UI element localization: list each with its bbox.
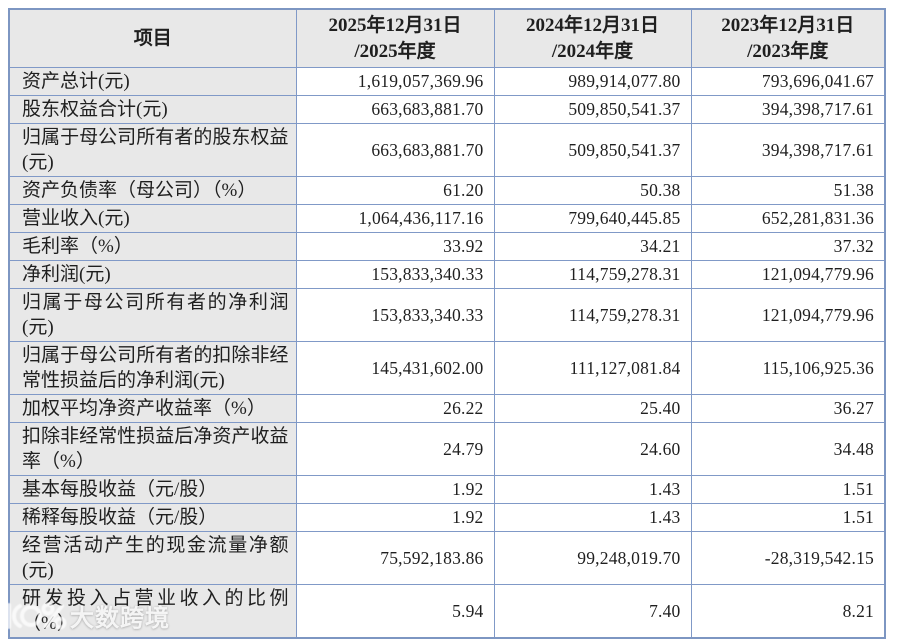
value-2025: 1.92 — [295, 503, 495, 532]
table-row: 研发投入占营业收入的比例（%） 5.94 7.40 8.21 — [8, 584, 886, 639]
table-row: 稀释每股收益（元/股） 1.92 1.43 1.51 — [8, 503, 886, 532]
header-cell-2023: 2023年12月31日 /2023年度 — [690, 8, 886, 68]
value-2025: 145,431,602.00 — [295, 341, 495, 395]
header-row: 项目 2025年12月31日 /2025年度 2024年12月31日 /2024… — [8, 8, 886, 68]
row-label: 研发投入占营业收入的比例（%） — [8, 584, 297, 639]
table-row: 扣除非经常性损益后净资产收益率（%） 24.79 24.60 34.48 — [8, 422, 886, 476]
header-2023-date: 2023年12月31日 — [721, 14, 855, 36]
value-2024: 34.21 — [493, 232, 692, 261]
value-2023: 652,281,831.36 — [690, 204, 886, 233]
value-2024: 99,248,019.70 — [493, 531, 692, 585]
row-label: 营业收入(元) — [8, 204, 297, 233]
value-2023: 34.48 — [690, 422, 886, 476]
value-2023: 121,094,779.96 — [690, 260, 886, 289]
row-label: 稀释每股收益（元/股） — [8, 503, 297, 532]
value-2025: 26.22 — [295, 394, 495, 423]
value-2023: 115,106,925.36 — [690, 341, 886, 395]
header-cell-2025: 2025年12月31日 /2025年度 — [295, 8, 495, 68]
table-body: 资产总计(元) 1,619,057,369.96 989,914,077.80 793… — [8, 67, 886, 639]
header-item-label: 项目 — [133, 27, 172, 49]
table-row: 资产负债率（母公司）（%） 61.20 50.38 51.38 — [8, 176, 886, 205]
value-2024: 799,640,445.85 — [493, 204, 692, 233]
value-2023: 1.51 — [690, 475, 886, 504]
value-2025: 1,064,436,117.16 — [295, 204, 495, 233]
header-2025-period: /2025年度 — [354, 40, 436, 62]
row-label: 扣除非经常性损益后净资产收益率（%） — [8, 422, 297, 476]
value-2024: 1.43 — [493, 503, 692, 532]
value-2023: 36.27 — [690, 394, 886, 423]
financial-indicators-table: 项目 2025年12月31日 /2025年度 2024年12月31日 /2024… — [8, 8, 886, 639]
header-cell-2024: 2024年12月31日 /2024年度 — [493, 8, 692, 68]
value-2025: 24.79 — [295, 422, 495, 476]
value-2025: 5.94 — [295, 584, 495, 639]
value-2024: 24.60 — [493, 422, 692, 476]
row-label: 加权平均净资产收益率（%） — [8, 394, 297, 423]
table-row: 资产总计(元) 1,619,057,369.96 989,914,077.80 793… — [8, 67, 886, 96]
value-2023: 1.51 — [690, 503, 886, 532]
table-row: 归属于母公司所有者的股东权益(元) 663,683,881.70 509,850,5… — [8, 123, 886, 177]
row-label: 基本每股收益（元/股） — [8, 475, 297, 504]
header-cell-item: 项目 — [8, 8, 297, 68]
value-2025: 33.92 — [295, 232, 495, 261]
table-row: 毛利率（%） 33.92 34.21 37.32 — [8, 232, 886, 261]
table-row: 归属于母公司所有者的扣除非经常性损益后的净利润(元) 145,431,602.00… — [8, 341, 886, 395]
value-2023: 394,398,717.61 — [690, 95, 886, 124]
value-2024: 509,850,541.37 — [493, 123, 692, 177]
value-2023: 394,398,717.61 — [690, 123, 886, 177]
value-2024: 509,850,541.37 — [493, 95, 692, 124]
value-2025: 75,592,183.86 — [295, 531, 495, 585]
row-label: 净利润(元) — [8, 260, 297, 289]
row-label: 股东权益合计(元) — [8, 95, 297, 124]
value-2023: 121,094,779.96 — [690, 288, 886, 342]
value-2025: 61.20 — [295, 176, 495, 205]
value-2023: 8.21 — [690, 584, 886, 639]
value-2024: 111,127,081.84 — [493, 341, 692, 395]
row-label: 资产总计(元) — [8, 67, 297, 96]
value-2025: 1.92 — [295, 475, 495, 504]
value-2024: 7.40 — [493, 584, 692, 639]
value-2024: 114,759,278.31 — [493, 288, 692, 342]
table-row: 股东权益合计(元) 663,683,881.70 509,850,541.37 394… — [8, 95, 886, 124]
value-2023: 793,696,041.67 — [690, 67, 886, 96]
table-row: 净利润(元) 153,833,340.33 114,759,278.31 121,09… — [8, 260, 886, 289]
value-2025: 153,833,340.33 — [295, 260, 495, 289]
row-label: 经营活动产生的现金流量净额(元) — [8, 531, 297, 585]
header-2023-period: /2023年度 — [747, 40, 829, 62]
header-2024-date: 2024年12月31日 — [525, 14, 659, 36]
value-2024: 989,914,077.80 — [493, 67, 692, 96]
table-row: 加权平均净资产收益率（%） 26.22 25.40 36.27 — [8, 394, 886, 423]
value-2023: 51.38 — [690, 176, 886, 205]
value-2024: 114,759,278.31 — [493, 260, 692, 289]
row-label: 归属于母公司所有者的净利润(元) — [8, 288, 297, 342]
header-2024-period: /2024年度 — [551, 40, 634, 62]
value-2025: 663,683,881.70 — [295, 123, 495, 177]
value-2025: 1,619,057,369.96 — [295, 67, 495, 96]
row-label: 归属于母公司所有者的股东权益(元) — [8, 123, 297, 177]
value-2023: -28,319,542.15 — [690, 531, 886, 585]
table-row: 经营活动产生的现金流量净额(元) 75,592,183.86 99,248,019.… — [8, 531, 886, 585]
header-2025-date: 2025年12月31日 — [328, 14, 462, 36]
value-2025: 153,833,340.33 — [295, 288, 495, 342]
value-2024: 1.43 — [493, 475, 692, 504]
value-2024: 50.38 — [493, 176, 692, 205]
value-2024: 25.40 — [493, 394, 692, 423]
table-header: 项目 2025年12月31日 /2025年度 2024年12月31日 /2024… — [8, 8, 886, 68]
value-2025: 663,683,881.70 — [295, 95, 495, 124]
row-label: 归属于母公司所有者的扣除非经常性损益后的净利润(元) — [8, 341, 297, 395]
value-2023: 37.32 — [690, 232, 886, 261]
table-row: 基本每股收益（元/股） 1.92 1.43 1.51 — [8, 475, 886, 504]
row-label: 毛利率（%） — [8, 232, 297, 261]
row-label: 资产负债率（母公司）（%） — [8, 176, 297, 205]
table-row: 归属于母公司所有者的净利润(元) 153,833,340.33 114,759,27… — [8, 288, 886, 342]
table-row: 营业收入(元) 1,064,436,117.16 799,640,445.85 652… — [8, 204, 886, 233]
